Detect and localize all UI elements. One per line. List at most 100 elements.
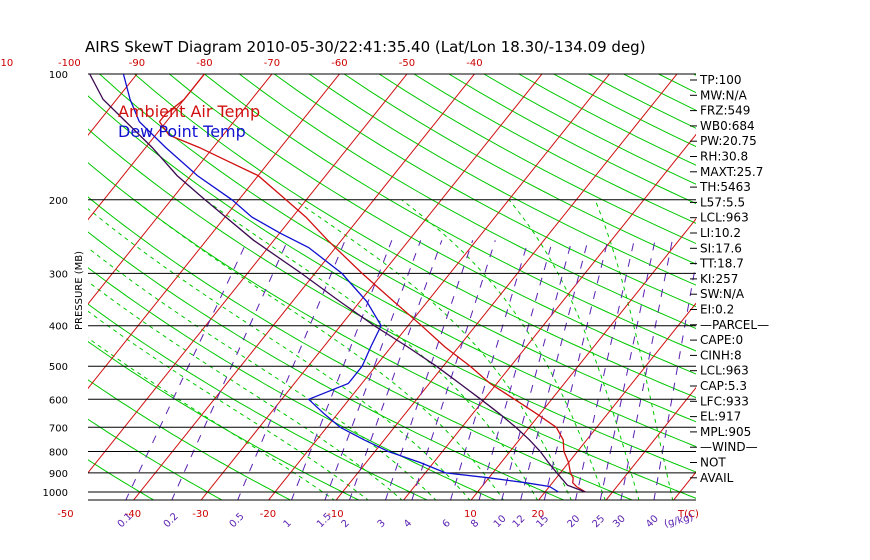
index-entry: KI:257 [700,272,738,286]
top-temp-tick-label: -90 [129,58,145,69]
pressure-tick-label: 400 [49,322,68,333]
index-entry: MAXT:25.7 [700,165,763,179]
top-temp-tick-label: -110 [0,58,13,69]
dry-adiabat [88,379,292,500]
isotherm [470,218,696,500]
dry-adiabat [88,267,497,500]
bottom-temp-tick-label: -40 [125,509,141,520]
bottom-temp-tick-label: -30 [192,509,208,520]
isotherm [605,386,696,500]
index-entry: FRZ:549 [700,104,750,118]
index-entry: TT:18.7 [699,257,744,271]
mixing-ratio-line [599,240,656,500]
top-temp-tick-label: -50 [399,58,415,69]
isotherm [537,302,696,500]
mixing-ratio-line [384,240,474,500]
mixing-ratio-line [653,259,696,500]
mixing-ratio-line [574,240,635,500]
dry-adiabat [204,74,696,352]
bottom-temp-tick-label: -10 [327,509,343,520]
pressure-tick-label: 200 [49,196,68,207]
moist-adiabat [88,207,471,500]
legend: Ambient Air Temp Dew Point Temp [118,102,260,141]
mixing-ratio-line [348,240,443,500]
legend-dew-point-temp: Dew Point Temp [118,122,246,141]
index-entry: CAP:5.3 [700,379,747,393]
isotherm [267,74,611,500]
mixing-ratio-line [450,240,529,500]
isotherm [335,74,678,500]
mixing-ratio-line [478,240,554,500]
pressure-tick-label: 600 [49,395,68,406]
isotherm [88,74,341,390]
top-temperature-tick-labels: -120-110-100-90-80-70-60-50-40 [0,58,483,69]
pressure-tick-label: 800 [49,448,68,459]
dry-adiabat [134,74,696,399]
top-temp-tick-label: -100 [58,58,81,69]
index-entry: NOT [700,456,726,470]
dry-adiabat [99,74,696,423]
index-entry: TH:5463 [699,180,751,194]
index-entry: MPL:905 [700,425,751,439]
moist-adiabat [88,310,369,500]
index-entry: CAPE:0 [700,333,743,347]
isobar-lines [88,73,696,501]
moist-adiabat [205,199,538,500]
index-entry: RH:30.8 [700,150,748,164]
dry-adiabat [88,340,360,500]
index-entry: CINH:8 [700,348,742,362]
moist-adiabat [508,199,640,500]
y-axis-label: PRESSURE (MB) [74,251,85,330]
mixing-ratio-line [411,240,496,500]
isotherm [88,74,273,305]
dry-adiabat [239,74,696,330]
dry-adiabat [88,162,696,499]
chart-title: AIRS SkewT Diagram 2010-05-30/22:41:35.4… [85,38,646,56]
moist-adiabat [294,199,572,500]
mixing-ratio-lines [125,240,696,500]
x-axis-unit-label: T(C) [677,509,699,520]
mixing-ratio-line [501,240,573,500]
dry-adiabat [308,74,696,286]
pressure-tick-label: 700 [49,423,68,434]
bottom-temp-tick-label: -50 [57,509,73,520]
dew-point-temp-profile [122,74,559,493]
moist-adiabat [88,281,403,500]
index-entry: LI:10.2 [700,226,741,240]
pressure-tick-labels: 100 200 300 400 500 600 700 800 900 1000 [43,70,68,499]
isotherm [132,74,476,500]
dry-adiabat [343,74,696,265]
index-entry: MW:N/A [700,88,748,102]
bottom-temp-tick-label: 10 [464,509,477,520]
dry-adiabat [273,74,696,308]
dry-adiabat [88,459,155,500]
bottom-temperature-tick-labels: -50 -40 -30 -20 -10 10 20 [57,509,544,520]
pressure-tick-label: 1000 [43,488,68,499]
legend-ambient-air-temp: Ambient Air Temp [118,102,260,121]
dry-adiabat [88,196,634,500]
top-temp-tick-label: -60 [331,58,347,69]
dry-adiabat [88,95,696,448]
pressure-tick-label: 900 [49,469,68,480]
moist-adiabat [134,199,505,500]
top-temp-tick-label: -80 [196,58,212,69]
ambient-air-temp-profile [158,74,586,493]
isotherm [88,74,408,474]
moist-adiabat [594,199,674,500]
index-entry: EL:917 [700,410,741,424]
isotherm [200,74,543,500]
index-entry: EI:0.2 [700,303,734,317]
index-entry: —WIND— [700,440,758,454]
dry-adiabat [88,418,223,500]
index-entry: LCL:963 [700,211,749,225]
index-entry: L57:5.5 [700,195,745,209]
isotherm [402,133,696,500]
top-temp-tick-label: -40 [466,58,482,69]
bottom-temp-tick-label: 20 [532,509,545,520]
pressure-tick-label: 100 [49,70,68,81]
mixing-ratio-line [520,240,589,500]
index-entry: WB0:684 [700,119,755,133]
index-entry: AVAIL [700,471,734,485]
